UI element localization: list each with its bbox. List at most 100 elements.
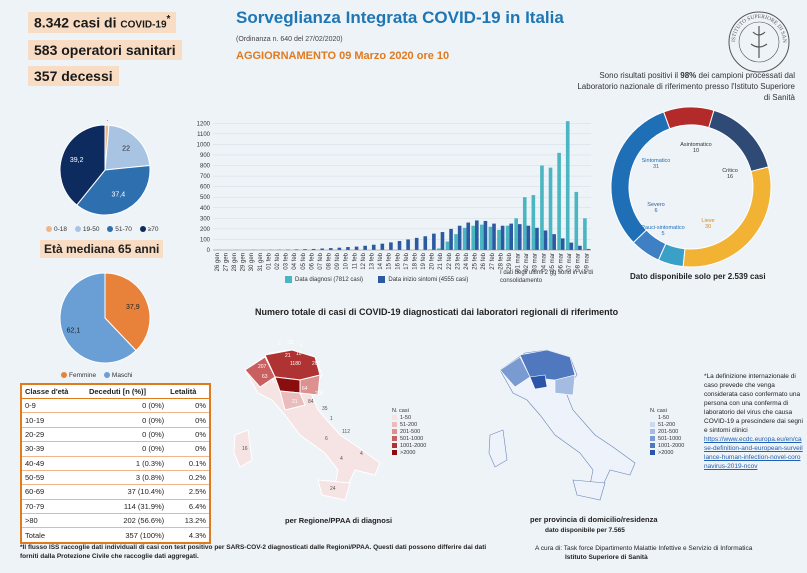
y-tick-label: 0: [207, 248, 211, 254]
y-tick-label: 1000: [197, 142, 211, 148]
pie-value-label: 1,4: [102, 120, 112, 122]
bar-diagnosi: [531, 195, 536, 250]
x-tick-label: 24 feb: [464, 252, 470, 269]
y-tick-label: 100: [200, 237, 211, 243]
cases-count: 8.342 casi di: [34, 14, 117, 31]
table-cell: 0 (0%): [85, 427, 168, 443]
legend-age-1: 19-50: [82, 226, 100, 233]
bar-sintomi: [483, 220, 488, 250]
x-tick-label: 02 mar: [524, 253, 530, 272]
table-row: 30-39 0 (0%) 0%: [21, 441, 210, 457]
bar-sintomi: [346, 247, 350, 250]
lab-note-percent: 98%: [680, 71, 697, 80]
x-tick-label: 09 mar: [584, 253, 590, 272]
pie-slice: [104, 124, 151, 171]
bar-diagnosi: [488, 226, 493, 250]
legend-swatch: [392, 443, 397, 449]
bar-sintomi: [406, 239, 410, 250]
province-map-legend: N. casi 1-50 51-200 201-500 501-1000 1001-20…: [650, 408, 684, 457]
table-cell: 3 (0.8%): [85, 470, 168, 486]
table-cell: 0%: [167, 412, 210, 428]
bar-sintomi: [423, 236, 428, 250]
age-pie-chart: 1,4 22 37,4 39,2: [59, 120, 151, 216]
table-cell: 0%: [167, 398, 210, 414]
x-tick-label: 09 feb: [335, 252, 341, 269]
ecdc-link[interactable]: https://www.ecdc.europa.eu/en/case-defin…: [704, 436, 803, 470]
bar-diagnosi: [480, 224, 484, 250]
map-legend-item: >2000: [650, 450, 684, 457]
region-label: 5: [300, 343, 303, 349]
x-tick-label: 01 feb: [266, 252, 272, 269]
epicurve-bar-chart: 0 100 200 300 400 500 600 700 800 900 1000 1100 1200…: [197, 121, 591, 272]
legend-swatch: [392, 429, 397, 435]
age-pie-legend: 0-18 19-50 51-70 ≥70: [40, 226, 159, 233]
table-row: 20-29 0 (0%) 0%: [21, 427, 210, 443]
x-tick-label: 02 feb: [275, 252, 281, 269]
sex-pie-chart: 37,9 62,1: [59, 272, 151, 364]
donut-value: 10: [693, 148, 699, 154]
available-data-note: Dato disponibile solo per 2.539 casi: [630, 272, 766, 281]
bar-diagnosi: [471, 225, 476, 250]
x-tick-label: 05 feb: [301, 252, 307, 269]
donut-slice: [610, 111, 671, 244]
province-map: [488, 349, 636, 501]
iss-logo: ISTITUTO SUPERIORE DI SANITÀ: [727, 10, 790, 73]
region-label: 4: [360, 451, 363, 457]
donut-value: 30: [705, 224, 711, 230]
bar-sintomi: [578, 245, 582, 250]
x-tick-label: 17 feb: [404, 252, 410, 269]
legend-label: 501-1000: [400, 436, 424, 442]
region-label: 35: [322, 406, 328, 412]
region-label: 21: [292, 399, 298, 405]
region-label: 207: [258, 364, 267, 370]
x-tick-label: 03 mar: [533, 253, 539, 272]
x-tick-label: 19 feb: [421, 252, 427, 269]
map-legend-item: 501-1000: [392, 436, 426, 443]
bar-diagnosi: [514, 218, 518, 250]
x-tick-label: 26 feb: [481, 252, 487, 269]
credits-line: A cura di: Task force Dipartimento Malat…: [535, 545, 753, 552]
pie-slice: [76, 164, 151, 216]
y-tick-label: 900: [200, 153, 211, 159]
pie-slice: [104, 272, 151, 352]
table-row: Totale 357 (100%) 4.3%: [21, 527, 210, 544]
table-row: 10-19 0 (0%) 0%: [21, 412, 210, 428]
x-tick-label: 16 feb: [395, 252, 401, 269]
pie-value-label: 62,1: [67, 328, 81, 335]
province-map-caption: per provincia di domicilio/residenza: [530, 515, 658, 524]
bar-diagnosi: [505, 225, 510, 250]
region-label: 24: [330, 486, 336, 492]
map-legend-item: >2000: [392, 450, 426, 457]
case-definition-text: *La definizione internazionale di caso p…: [704, 373, 803, 434]
legend-swatch: [650, 436, 655, 442]
legend-swatch: [650, 422, 655, 428]
bar-sintomi: [354, 246, 359, 250]
deaths-box: 357 decessi: [28, 66, 119, 86]
legend-swatch: [392, 415, 397, 421]
legend-label: >2000: [400, 450, 416, 456]
region-legend-title: N. casi: [392, 408, 409, 414]
bar-diagnosi: [540, 165, 544, 250]
x-tick-label: 07 mar: [567, 253, 573, 272]
x-tick-label: 07 feb: [318, 252, 324, 269]
median-age: Età mediana 65 anni: [40, 240, 164, 258]
cases-box: 8.342 casi di COVID-19*: [28, 12, 177, 33]
table-row: 50-59 3 (0.8%) 0.2%: [21, 470, 210, 486]
bar-sintomi: [311, 248, 316, 250]
x-tick-label: 29 feb: [507, 252, 513, 269]
consolidation-note: I dati degli ultimi 2 gg sono in via di …: [500, 270, 594, 284]
bar-sintomi: [586, 248, 591, 250]
legend-sintomi: Data inizio sintomi (4555 casi): [388, 277, 469, 284]
case-definition-note: *La definizione internazionale di caso p…: [704, 372, 804, 471]
bar-diagnosi: [557, 152, 561, 250]
bar-sintomi: [440, 232, 445, 250]
maps-title: Numero totale di casi di COVID-19 diagno…: [255, 307, 619, 317]
donut-label: Pauci-sintomatico: [641, 225, 684, 231]
logo-text: ISTITUTO SUPERIORE DI SANITÀ: [727, 10, 787, 43]
table-cell: 10-19: [21, 412, 86, 428]
map-legend-item: 1-50: [650, 415, 684, 422]
lab-note-c: dei campioni processati dal Laboratorio …: [577, 71, 795, 102]
donut-label: Lieve: [701, 218, 714, 224]
x-tick-label: 27 feb: [490, 252, 496, 269]
